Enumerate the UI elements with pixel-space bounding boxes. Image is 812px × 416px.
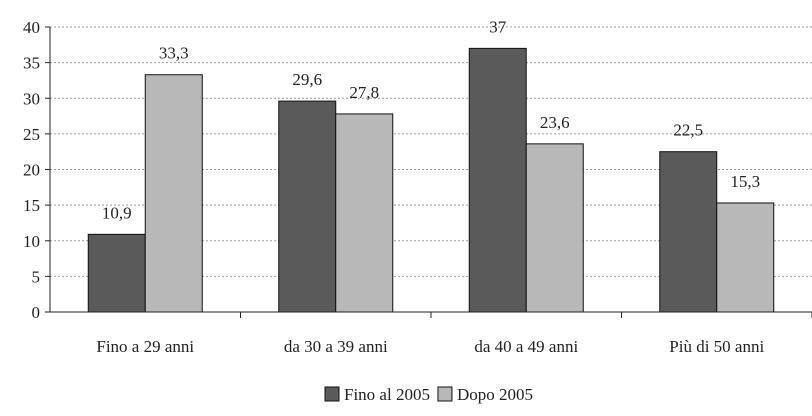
legend-label: Dopo 2005 xyxy=(457,385,533,404)
legend-swatch xyxy=(437,386,453,402)
bar-dopo-2005 xyxy=(716,202,775,313)
x-tick-label: da 40 a 49 anni xyxy=(474,337,578,356)
data-label: 29,6 xyxy=(292,70,322,89)
legend-item: Dopo 2005 xyxy=(437,385,533,404)
x-tick-label: da 30 a 39 anni xyxy=(284,337,388,356)
y-tick-label: 20 xyxy=(23,161,40,180)
y-axis: 0 5 10 15 20 25 30 35 40 xyxy=(23,18,51,322)
y-tick-label: 15 xyxy=(23,196,40,215)
bar-dopo-2005 xyxy=(144,74,203,313)
bar-dopo-2005 xyxy=(335,113,394,313)
legend-swatch xyxy=(324,386,340,402)
legend-item: Fino al 2005 xyxy=(324,385,430,404)
data-label: 27,8 xyxy=(349,83,379,102)
bar-fino-al-2005 xyxy=(659,151,718,313)
x-axis: Fino a 29 anni da 30 a 39 anni da 40 a 49 … xyxy=(50,311,812,356)
bar-fino-al-2005 xyxy=(87,233,146,313)
data-label: 37 xyxy=(489,17,507,36)
bar-fino-al-2005 xyxy=(468,47,527,313)
bar-dopo-2005 xyxy=(525,143,584,313)
y-tick-label: 0 xyxy=(32,303,41,322)
y-tick-label: 25 xyxy=(23,125,40,144)
y-tick-label: 30 xyxy=(23,89,40,108)
x-tick-label: Più di 50 anni xyxy=(669,337,764,356)
bar-fino-al-2005 xyxy=(278,100,337,313)
y-tick-label: 10 xyxy=(23,232,40,251)
data-label: 33,3 xyxy=(159,44,189,63)
y-tick-label: 5 xyxy=(32,267,41,286)
data-label: 10,9 xyxy=(102,203,132,222)
data-label: 15,3 xyxy=(730,172,760,191)
legend-label: Fino al 2005 xyxy=(344,385,430,404)
gridlines xyxy=(50,26,812,277)
data-label: 23,6 xyxy=(540,113,570,132)
x-tick-label: Fino a 29 anni xyxy=(96,337,194,356)
data-label: 22,5 xyxy=(673,121,703,140)
y-tick-label: 35 xyxy=(23,54,40,73)
bars: 10,9 33,3 29,6 27,8 37 23,6 22,5 15,3 xyxy=(87,17,775,313)
legend: Fino al 2005 Dopo 2005 xyxy=(324,385,533,404)
y-tick-label: 40 xyxy=(23,18,40,37)
